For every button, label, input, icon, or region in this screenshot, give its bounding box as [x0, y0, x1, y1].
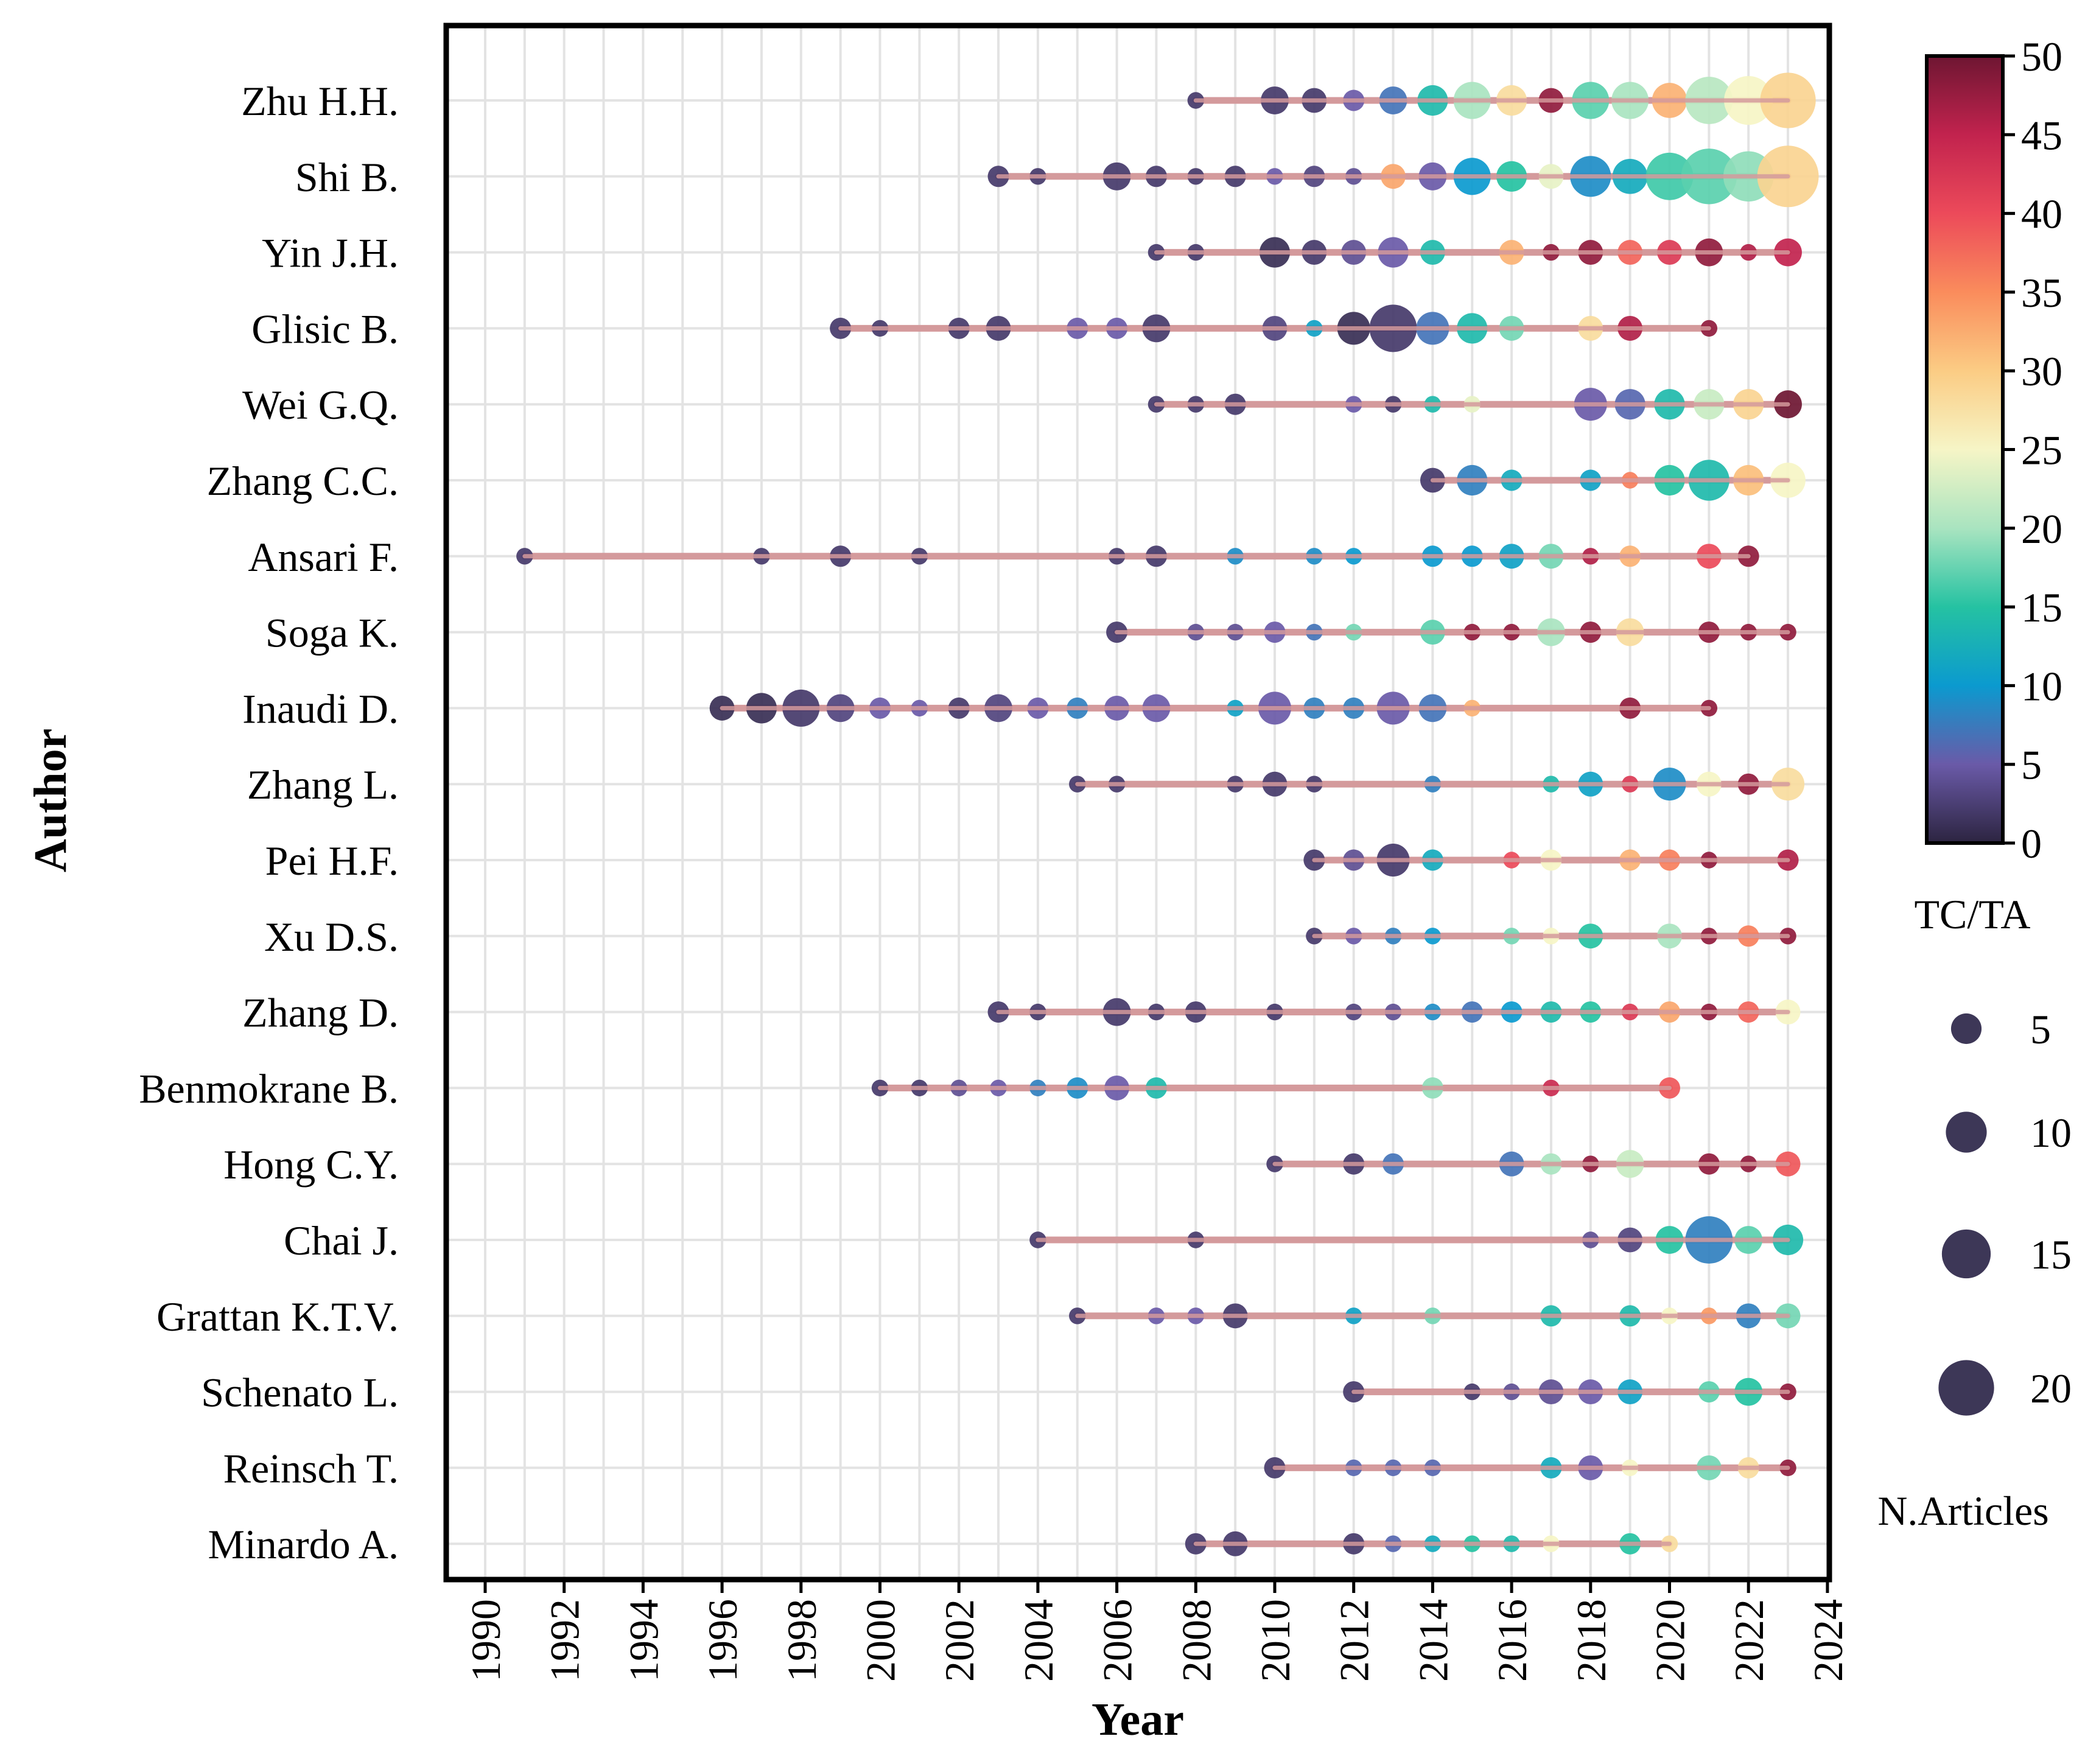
colorbar-tick-label: 0 [2021, 821, 2042, 867]
colorbar-tick-label: 5 [2021, 742, 2042, 788]
colorbar-tick-label: 15 [2021, 584, 2062, 631]
x-tick-label: 2018 [1568, 1599, 1614, 1682]
x-tick-label: 2012 [1331, 1599, 1378, 1682]
size-legend-bubble [1938, 1360, 1994, 1416]
size-legend-label: 15 [2030, 1231, 2072, 1278]
x-tick-label: 2016 [1489, 1599, 1535, 1682]
colorbar-tick-label: 50 [2021, 33, 2062, 80]
y-tick-label: Zhang L. [247, 761, 399, 808]
y-tick-label: Yin J.H. [262, 230, 399, 276]
y-tick-label: Chai J. [284, 1217, 399, 1264]
x-tick-label: 2004 [1015, 1599, 1062, 1682]
colorbar-ticks: 0 5 10 15 20 25 30 35 40 45 50 [2003, 33, 2062, 867]
y-tick-label: Pei H.F. [265, 838, 399, 884]
x-tick-label: 2006 [1095, 1599, 1141, 1682]
y-tick-label: Zhu H.H. [241, 78, 399, 124]
plot-frame [443, 23, 1832, 1583]
size-legend-label: 10 [2030, 1110, 2072, 1156]
x-tick-label: 1990 [463, 1599, 509, 1682]
colorbar-tick-label: 20 [2021, 506, 2062, 552]
size-legend: 5 10 15 20 [1938, 1006, 2072, 1416]
colorbar-tick-label: 30 [2021, 348, 2062, 394]
x-tick-label: 2010 [1252, 1599, 1298, 1682]
y-tick-label: Inaudi D. [242, 685, 399, 732]
size-legend-bubble [1950, 1013, 1982, 1045]
y-tick-label: Xu D.S. [264, 914, 399, 960]
colorbar-tick-label: 25 [2021, 427, 2062, 474]
bubbles: Zhu H.H. 2008Zhu H.H. 2010Zhu H.H. 2011Z… [516, 72, 1819, 1556]
x-tick-label: 2008 [1173, 1599, 1219, 1682]
size-legend-bubble [1946, 1111, 1987, 1153]
x-tick-label: 1992 [542, 1599, 588, 1682]
x-tick-label: 2022 [1726, 1599, 1772, 1682]
y-tick-label: Zhang C.C. [207, 458, 399, 504]
y-tick-label: Minardo A. [208, 1521, 399, 1567]
size-legend-bubble [1941, 1229, 1991, 1279]
colorbar-tick-label: 40 [2021, 191, 2062, 237]
y-tick-label: Grattan K.T.V. [156, 1293, 399, 1340]
size-legend-label: 5 [2030, 1006, 2051, 1052]
y-tick-label: Wei G.Q. [242, 382, 399, 428]
y-tick-label: Shi B. [295, 154, 399, 200]
x-tick-label: 2024 [1805, 1599, 1851, 1682]
x-tick-label: 2014 [1410, 1599, 1456, 1682]
x-tick-label: 2020 [1647, 1599, 1694, 1682]
y-tick-label: Soga K. [265, 610, 399, 656]
x-tick-label: 1998 [779, 1599, 825, 1682]
y-tick-label: Hong C.Y. [223, 1141, 399, 1188]
x-axis-tick-labels: 1990 1992 1994 1996 1998 2000 2002 2004 2006 2008… [463, 1580, 1851, 1682]
colorbar-label: TC/TA [1915, 891, 2031, 937]
size-legend-label: 20 [2030, 1365, 2072, 1412]
y-tick-label: Glisic B. [251, 306, 399, 352]
y-tick-label: Benmokrane B. [139, 1065, 399, 1111]
x-tick-label: 1994 [620, 1599, 667, 1682]
y-tick-label: Ansari F. [248, 534, 399, 580]
colorbar-tick-label: 35 [2021, 270, 2062, 316]
x-tick-label: 1996 [699, 1599, 746, 1682]
size-legend-label: N.Articles [1877, 1488, 2048, 1534]
colorbar-tick-label: 45 [2021, 112, 2062, 158]
y-tick-label: Schenato L. [201, 1370, 399, 1416]
colorbar-tick-label: 10 [2021, 663, 2062, 709]
y-axis-title: Author [25, 729, 76, 872]
x-tick-label: 2000 [858, 1599, 904, 1682]
x-axis-title: Year [1092, 1694, 1184, 1745]
x-tick-label: 2002 [936, 1599, 983, 1682]
y-tick-label: Reinsch T. [223, 1445, 399, 1491]
colorbar [1925, 54, 2005, 845]
y-tick-label: Zhang D. [242, 990, 399, 1036]
y-axis-tick-labels: Zhu H.H. Shi B. Yin J.H. Glisic B. Wei G.Q. Z… [139, 78, 399, 1567]
